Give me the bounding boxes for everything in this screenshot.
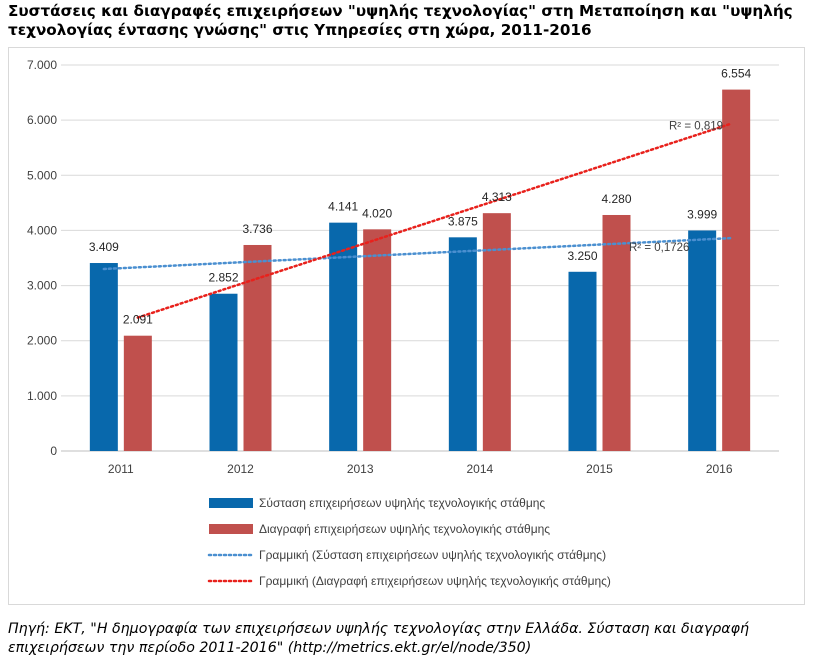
bar-diagrafi [482,213,511,451]
data-label: 6.554 [721,67,751,81]
data-label: 4.280 [601,192,631,206]
r2-label-systasi: R² = 0,1726 [629,242,689,254]
gridlines [61,64,779,452]
data-labels: 3.409 2.852 4.141 3.875 3.250 3.999 2.091 3.736… [89,67,752,327]
chart-title: Συστάσεις και διαγραφές επιχειρήσεων "υψ… [8,2,793,39]
data-label: 3.736 [242,222,272,236]
bar-systasi [568,271,597,451]
data-label: 2.091 [123,313,153,327]
legend-label: Γραμμική (Διαγραφή επιχειρήσεων υψηλής τ… [259,574,611,588]
y-axis: 0 1.000 2.000 3.000 4.000 5.000 6.000 7.000 [27,58,57,458]
data-label: 3.409 [89,240,119,254]
legend-label: Διαγραφή επιχειρήσεων υψηλής τεχνολογική… [259,522,550,536]
bar-systasi [329,222,358,451]
x-tick-label: 2012 [227,462,254,476]
y-tick-label: 6.000 [27,113,57,127]
trendline-systasi [102,236,732,271]
x-axis: 2011 2012 2013 2014 2015 2016 [108,462,733,476]
source-note: Πηγή: ΕΚΤ, "Η δημογραφία των επιχειρήσεω… [8,621,749,656]
y-tick-label: 5.000 [27,168,57,182]
x-tick-label: 2015 [586,462,613,476]
legend-label: Γραμμική (Σύσταση επιχειρήσεων υψηλής τε… [259,548,606,562]
legend-trend-systasi: Γραμμική (Σύσταση επιχειρήσεων υψηλής τε… [207,548,606,562]
bar-systasi [89,263,118,451]
bar-diagrafi [602,214,631,451]
data-label: 4.141 [328,200,358,214]
y-tick-label: 0 [50,444,57,458]
legend-trend-diagrafi: Γραμμική (Διαγραφή επιχειρήσεων υψηλής τ… [207,574,611,588]
legend-swatch [209,498,253,508]
chart-area: 0 1.000 2.000 3.000 4.000 5.000 6.000 7.000 201… [8,47,805,605]
legend-label: Σύσταση επιχειρήσεων υψηλής τεχνολογικής… [259,496,545,510]
bar-diagrafi [123,335,152,451]
legend-swatch [209,524,253,534]
trendline-diagrafi [136,122,732,319]
r2-label-diagrafi: R² = 0,819 [669,121,723,133]
y-tick-label: 1.000 [27,389,57,403]
x-tick-label: 2016 [706,462,733,476]
legend-diagrafi: Διαγραφή επιχειρήσεων υψηλής τεχνολογική… [209,522,550,536]
data-label: 4.020 [362,206,392,220]
y-tick-label: 4.000 [27,223,57,237]
bar-systasi [209,293,238,451]
y-tick-label: 7.000 [27,58,57,72]
data-label: 3.250 [567,249,597,263]
x-tick-label: 2013 [347,462,374,476]
bar-systasi [448,237,477,451]
bars [89,89,751,451]
data-label: 4.313 [482,190,512,204]
y-tick-label: 3.000 [27,279,57,293]
data-label: 3.875 [448,214,478,228]
data-label: 2.852 [208,271,238,285]
bar-diagrafi [363,229,392,451]
bar-diagrafi [722,89,751,451]
legend: Σύσταση επιχειρήσεων υψηλής τεχνολογικής… [207,496,611,588]
x-tick-label: 2011 [108,462,134,476]
x-tick-label: 2014 [466,462,493,476]
legend-systasi: Σύσταση επιχειρήσεων υψηλής τεχνολογικής… [209,496,545,510]
bar-systasi [688,230,717,451]
data-label: 3.999 [687,207,717,221]
y-tick-label: 2.000 [27,334,57,348]
trendlines [102,122,732,319]
chart-canvas: 0 1.000 2.000 3.000 4.000 5.000 6.000 7.000 201… [27,58,779,588]
